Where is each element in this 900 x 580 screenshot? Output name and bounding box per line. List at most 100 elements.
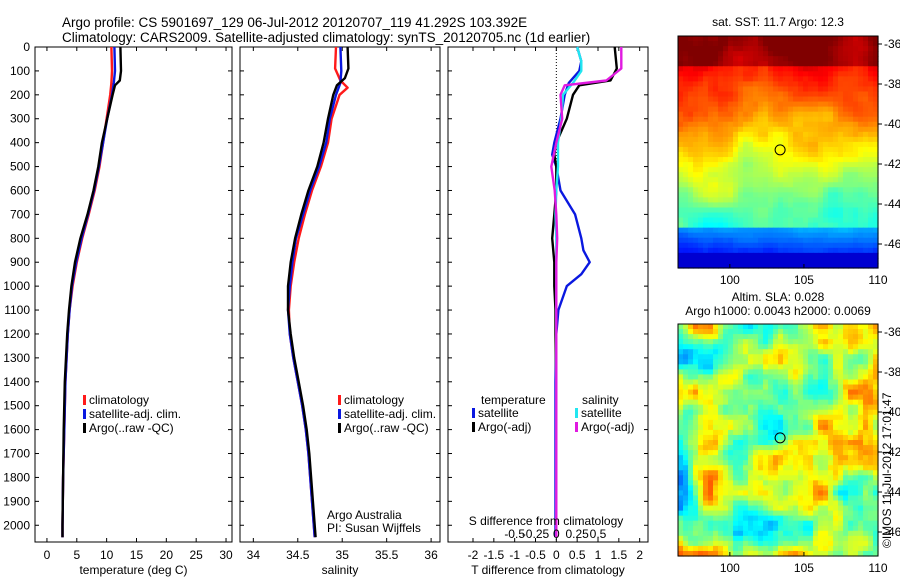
- legend-swatch: [83, 409, 86, 419]
- x-tick-label: 0.5: [569, 548, 586, 562]
- sla-map-panel: -36 -38 -40 -42 -44 -46 100 105 110 Altim. SLA: 0…: [677, 290, 900, 575]
- legend-swatch: [83, 423, 86, 433]
- sst-map-title: sat. SST: 11.7 Argo: 12.3: [712, 15, 844, 29]
- y-tick-label: 1200: [3, 327, 30, 341]
- y-tick-label: 900: [10, 255, 30, 269]
- argo-float-marker: [774, 144, 786, 156]
- y-tick-label: 700: [10, 207, 30, 221]
- s-diff-tick-label: -0.25: [522, 527, 550, 541]
- sla-map-subtitle: Argo h1000: 0.0043 h2000: 0.0069: [685, 304, 871, 318]
- map-x-tick-label: 110: [868, 273, 887, 287]
- y-tick-label: 200: [10, 88, 30, 102]
- figure-title-line2: Climatology: CARS2009. Satellite-adjuste…: [62, 30, 590, 45]
- legend-swatch: [575, 422, 578, 432]
- s-diff-tick-label: 0: [553, 527, 560, 541]
- x-tick-label: 20: [160, 548, 174, 562]
- legend-label: satellite: [581, 406, 622, 420]
- y-tick-label: 2000: [3, 518, 30, 532]
- map-x-tick-label: 100: [720, 273, 740, 287]
- s-diff-tick-label: -0.5: [504, 527, 525, 541]
- legend-swatch: [83, 395, 86, 405]
- salinity-axes-frame: [239, 46, 441, 543]
- series-line-argo-raw-qc-: [286, 46, 350, 538]
- x-tick-label: -1: [509, 548, 520, 562]
- legend-label: Argo(-adj): [478, 420, 531, 434]
- legend-swatch: [472, 408, 475, 418]
- map-y-tick-label: -46: [884, 237, 900, 251]
- legend-label: satellite-adj. clim.: [344, 407, 436, 421]
- map-y-tick-label: -36: [884, 37, 900, 51]
- map-y-tick-label: -38: [884, 77, 900, 91]
- difference-axes-frame: [447, 46, 649, 543]
- y-tick-label: 400: [10, 136, 30, 150]
- x-tick-label: 10: [100, 548, 114, 562]
- map-x-tick-label: 105: [794, 273, 814, 287]
- map-x-tick-label: 105: [794, 561, 814, 575]
- sla_map-frame: [677, 323, 879, 557]
- map-y-tick-label: -44: [884, 485, 900, 499]
- difference-x-axis-label: T difference from climatology: [471, 563, 625, 577]
- salinity-profile-panel: 34 34.5 35 35.5 36 salinity climatologysatelli…: [239, 46, 441, 577]
- x-tick-label: -1.5: [483, 548, 504, 562]
- legend-label: Argo(..raw -QC): [344, 421, 429, 435]
- sst-map-panel: -36 -38 -40 -42 -44 -46 100 105 110 sat. SST: 11.…: [677, 15, 900, 287]
- map-y-tick-label: -40: [884, 117, 900, 131]
- x-tick-label: 1.5: [610, 548, 627, 562]
- series-line-argo-adj-: [550, 47, 623, 538]
- y-tick-label: 1300: [3, 351, 30, 365]
- series-line-argo-raw-qc-: [61, 46, 123, 538]
- y-tick-label: 1000: [3, 279, 30, 293]
- map-y-tick-label: -42: [884, 445, 900, 459]
- legend-swatch: [338, 409, 341, 419]
- x-tick-label: -0.5: [525, 548, 546, 562]
- sst_map-frame: [677, 35, 879, 269]
- argo-float-marker: [774, 432, 786, 444]
- figure-title-line1: Argo profile: CS 5901697_129 06-Jul-2012…: [62, 15, 527, 30]
- x-tick-label: 35: [336, 548, 350, 562]
- legend-swatch: [338, 423, 341, 433]
- series-line-climatology: [287, 46, 349, 538]
- x-tick-label: 2: [636, 548, 643, 562]
- y-tick-label: 800: [10, 231, 30, 245]
- map-y-tick-label: -46: [884, 525, 900, 539]
- x-tick-label: 0: [553, 548, 560, 562]
- s-diff-tick-label: 0.25: [565, 527, 589, 541]
- map-x-tick-label: 100: [720, 561, 740, 575]
- legend-label: Argo(-adj): [581, 420, 634, 434]
- legend-label: climatology: [344, 393, 404, 407]
- x-tick-label: 1: [595, 548, 602, 562]
- x-tick-label: 34.5: [286, 548, 310, 562]
- sla_map-field: [678, 324, 879, 557]
- y-tick-label: 1100: [4, 303, 30, 317]
- x-tick-label: 5: [73, 548, 80, 562]
- y-tick-label: 1800: [3, 470, 30, 484]
- legend-label: satellite-adj. clim.: [89, 407, 181, 421]
- y-tick-label: 500: [10, 160, 30, 174]
- temperature-profile-panel: 0 5 10 15 20 25 300100200300400500600700800900…: [3, 40, 233, 577]
- map-y-tick-label: -38: [884, 365, 900, 379]
- difference-profile-panel: -2 -1.5 -1 -0.5 0 0.5 1 1.5 2 T difference from c…: [447, 46, 649, 577]
- s-diff-tick-label: 0.5: [590, 527, 607, 541]
- legend-swatch: [472, 422, 475, 432]
- map-y-tick-label: -44: [884, 197, 900, 211]
- legend-header-temperature: temperature: [481, 393, 546, 407]
- map-y-tick-label: -42: [884, 157, 900, 171]
- salinity-x-axis-label: salinity: [322, 563, 359, 577]
- legend-label: Argo(..raw -QC): [89, 421, 174, 435]
- map-y-tick-label: -36: [884, 325, 900, 339]
- x-tick-label: 15: [130, 548, 144, 562]
- x-tick-label: 25: [190, 548, 204, 562]
- y-tick-label: 600: [10, 183, 30, 197]
- y-tick-label: 0: [23, 40, 30, 54]
- y-tick-label: 1700: [3, 447, 30, 461]
- y-tick-label: 100: [10, 64, 30, 78]
- s-diff-axis-label: S difference from climatology: [469, 514, 624, 528]
- legend-header-salinity: salinity: [582, 393, 619, 407]
- credit-pi: PI: Susan Wijffels: [327, 521, 421, 535]
- credit-argo-australia: Argo Australia: [327, 508, 402, 522]
- legend-swatch: [575, 408, 578, 418]
- x-tick-label: 36: [424, 548, 438, 562]
- x-tick-label: 34: [247, 548, 261, 562]
- x-tick-label: -2: [468, 548, 479, 562]
